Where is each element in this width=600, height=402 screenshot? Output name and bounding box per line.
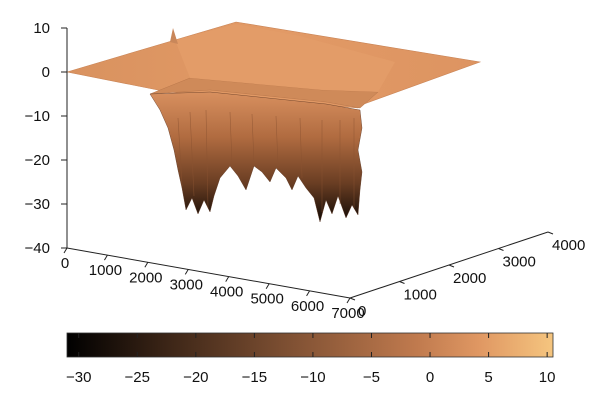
colorbar-tick-label: −10 (300, 369, 325, 386)
colorbar-tick-label: −30 (66, 369, 91, 386)
x-axis-tick-label: 4000 (210, 284, 243, 301)
surface-wall-streaks (177, 109, 355, 212)
z-axis-tick-label: −20 (25, 152, 50, 169)
y-axis-tick-label: 4000 (552, 237, 585, 254)
x-axis-tick-label: 5000 (250, 291, 283, 308)
y-axis-ticks: 0 1000 2000 3000 4000 (349, 231, 585, 320)
x-axis-tick-label: 7000 (331, 305, 364, 322)
x-axis-tick-label: 6000 (291, 298, 324, 315)
y-axis-tick-label: 1000 (404, 287, 437, 304)
z-axis-tick-label: −40 (25, 240, 50, 257)
x-axis-tick-mark (346, 297, 351, 304)
y-axis-tick-label: 2000 (453, 270, 486, 287)
colorbar-tick-label: 10 (539, 369, 556, 386)
y-axis-tick-mark (547, 231, 554, 235)
colorbar-tick-label: 0 (426, 369, 434, 386)
colorbar-ticks: −30 −25 −20 −15 −10 −5 0 5 10 (66, 333, 556, 386)
x-axis-tick-mark (225, 276, 230, 282)
surface-plateau-top (175, 24, 395, 92)
colorbar-tick-label: 5 (484, 369, 492, 386)
x-axis-tick-mark (184, 269, 189, 275)
y-axis-tick-mark (498, 248, 504, 251)
x-axis-tick-mark (265, 283, 270, 289)
x-axis-ticks: 0 1000 2000 3000 4000 5000 6000 7000 (61, 247, 365, 322)
colorbar-tick-label: −25 (125, 369, 150, 386)
y-axis-tick-mark (349, 297, 356, 301)
x-axis-tick-mark (63, 247, 68, 254)
colorbar-tick-label: −5 (363, 369, 380, 386)
z-axis-tick-label: 10 (33, 20, 50, 37)
z-axis-tick-label: −30 (25, 196, 50, 213)
x-axis-tick-label: 2000 (129, 269, 162, 286)
colorbar (66, 332, 554, 358)
surface (66, 21, 482, 223)
y-axis-tick-mark (399, 281, 405, 284)
x-axis-tick-label: 0 (61, 255, 69, 272)
x-axis-line (66, 247, 351, 299)
surface-depression-wall (149, 91, 363, 223)
x-axis-tick-mark (103, 254, 108, 261)
colorbar-tick-label: −15 (242, 369, 267, 386)
x-axis-tick-label: 1000 (89, 262, 122, 279)
surface-peak (170, 28, 178, 44)
y-axis-tick-label: 3000 (503, 254, 536, 271)
colorbar-tick-label: −20 (183, 369, 208, 386)
z-axis-tick-label: −10 (25, 108, 50, 125)
colorbar-gradient (66, 332, 554, 358)
x-axis-tick-mark (306, 290, 311, 297)
z-axis-ticks: 10 0 −10 −20 −30 −40 (25, 20, 67, 257)
z-axis-tick-label: 0 (42, 64, 50, 81)
x-axis-tick-mark (144, 262, 149, 268)
y-axis-tick-mark (448, 264, 455, 268)
y-axis-tick-label: 0 (358, 303, 366, 320)
x-axis-tick-label: 3000 (170, 276, 203, 293)
